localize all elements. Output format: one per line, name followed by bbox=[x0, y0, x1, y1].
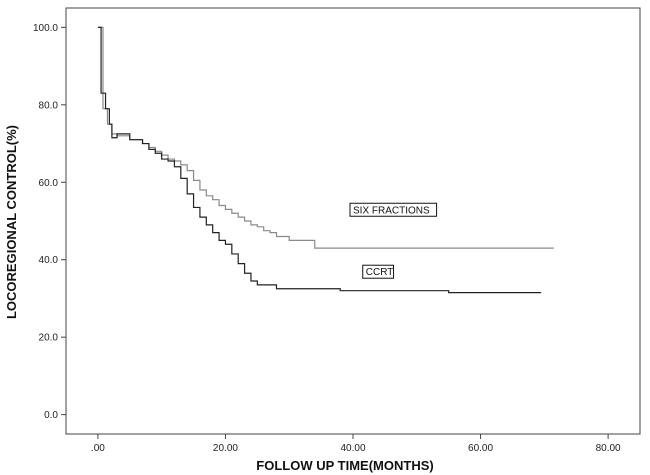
y-tick-label: 20.0 bbox=[39, 333, 59, 344]
x-tick-label: .00 bbox=[91, 443, 105, 454]
annotation-layer: SIX FRACTIONS CCRT bbox=[349, 202, 438, 279]
y-tick-label: 80.0 bbox=[39, 100, 59, 111]
annotation-label: SIX FRACTIONS bbox=[353, 205, 430, 216]
x-tick-label: 20.00 bbox=[213, 443, 238, 454]
plot-frame bbox=[65, 7, 641, 435]
x-tick-label: 80.00 bbox=[596, 443, 621, 454]
y-tick-label: 0.0 bbox=[44, 410, 58, 421]
x-tick-label: 40.00 bbox=[340, 443, 365, 454]
series-layer bbox=[97, 26, 554, 294]
y-axis-title: LOCOREGIONAL CONTROL(%) bbox=[4, 125, 19, 319]
ticks-layer: .00 20.00 40.00 60.00 80.00 0.0 20.0 40.0 60.0 80… bbox=[33, 23, 621, 454]
x-axis-title: FOLLOW UP TIME(MONTHS) bbox=[256, 458, 433, 473]
series-line-ccrt bbox=[97, 26, 542, 294]
annotation-box bbox=[362, 264, 395, 279]
y-tick-label: 100.0 bbox=[33, 23, 58, 34]
y-tick-label: 40.0 bbox=[39, 255, 59, 266]
annotation-box bbox=[349, 202, 438, 217]
x-tick-label: 60.00 bbox=[468, 443, 493, 454]
annotation-label: CCRT bbox=[366, 267, 394, 278]
y-tick-label: 60.0 bbox=[39, 178, 59, 189]
